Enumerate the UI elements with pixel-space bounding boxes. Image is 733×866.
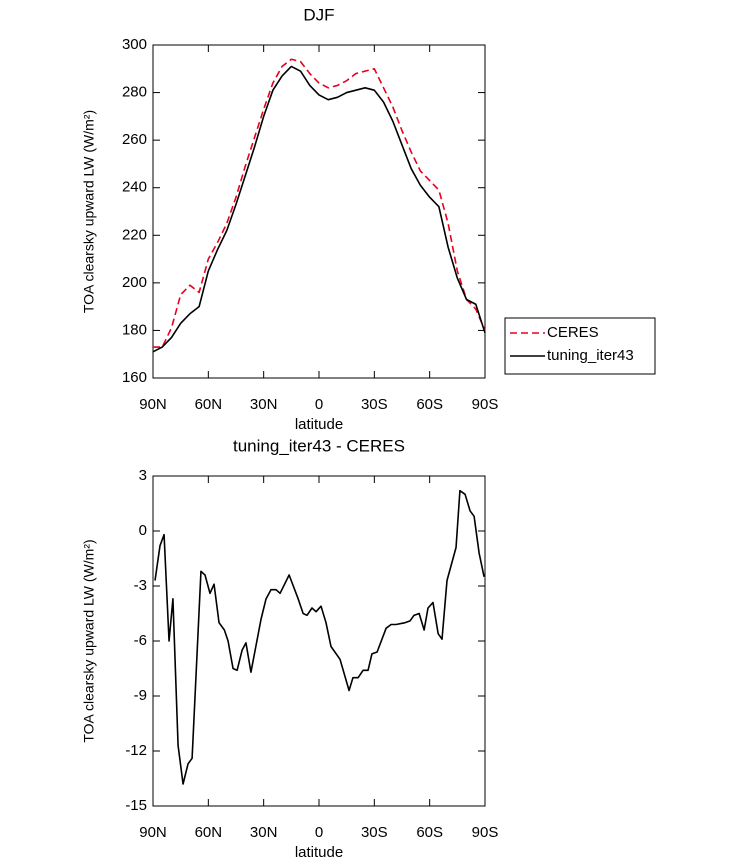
panel: DJF latitude TOA clearsky upward LW (W/m²)… — [81, 5, 499, 432]
y-tick-label: 220 — [122, 226, 147, 243]
x-axis-label: latitude — [295, 844, 343, 861]
difference-line — [154, 489, 485, 785]
x-tick-label: 90S — [472, 824, 499, 841]
y-tick-label: 160 — [122, 369, 147, 386]
x-tick-label: 90N — [139, 396, 167, 413]
y-axis-label: TOA clearsky upward LW (W/m²) — [81, 539, 97, 742]
x-tick-label: 0 — [315, 396, 323, 413]
x-tick-label: 0 — [315, 824, 323, 841]
y-tick-label: 300 — [122, 36, 147, 53]
y-tick-label: 260 — [122, 131, 147, 148]
x-tick-label: 30N — [250, 824, 278, 841]
panel: tuning_iter43 - CERES latitude TOA clearsk… — [81, 436, 499, 860]
y-axis-label: TOA clearsky upward LW (W/m²) — [81, 110, 97, 313]
chart-title: tuning_iter43 - CERES — [233, 436, 405, 455]
chart-title: DJF — [303, 5, 334, 24]
y-tick-label: 180 — [122, 321, 147, 338]
y-tick-label: -3 — [134, 577, 147, 594]
y-tick-label: 200 — [122, 274, 147, 291]
y-tick-label: 280 — [122, 84, 147, 101]
y-tick-label: -12 — [125, 742, 147, 759]
x-tick-label: 90N — [139, 824, 167, 841]
x-axis-label: latitude — [295, 416, 343, 433]
x-tick-label: 60S — [416, 396, 443, 413]
x-tick-label: 60S — [416, 824, 443, 841]
y-tick-label: 240 — [122, 179, 147, 196]
y-tick-label: -6 — [134, 632, 147, 649]
y-tick-label: -9 — [134, 687, 147, 704]
plot-frame — [152, 475, 486, 807]
x-tick-label: 60N — [195, 396, 223, 413]
series-line — [153, 58, 486, 348]
series-line — [152, 65, 486, 353]
y-tick-label: 0 — [139, 522, 147, 539]
x-tick-label: 30S — [361, 824, 388, 841]
x-tick-label: 30N — [250, 396, 278, 413]
x-tick-label: 60N — [195, 824, 223, 841]
x-tick-label: 90S — [472, 396, 499, 413]
x-tick-label: 30S — [361, 396, 388, 413]
legend-label: tuning_iter43 — [547, 347, 634, 364]
y-tick-label: -15 — [125, 797, 147, 814]
y-tick-label: 3 — [139, 467, 147, 484]
legend: CERES tuning_iter43 — [504, 317, 656, 375]
legend-box — [504, 317, 656, 375]
legend-label: CERES — [547, 324, 599, 341]
